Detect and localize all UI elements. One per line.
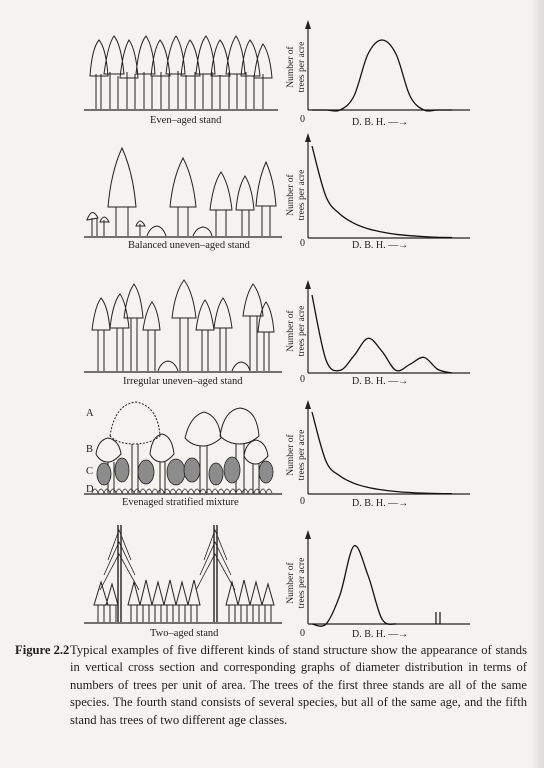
- even-aged-curve: [311, 39, 452, 112]
- stand-label: Even–aged stand: [150, 115, 222, 126]
- panel-balanced: Balanced uneven–aged stand Number of tree…: [0, 132, 544, 262]
- stand-label: Balanced uneven–aged stand: [128, 240, 250, 251]
- figure-label: Figure 2.2: [15, 643, 70, 657]
- stand-label: Two–aged stand: [150, 628, 219, 639]
- axis-origin: 0: [300, 628, 305, 639]
- stratified-layer-d-shrubs: [91, 488, 273, 495]
- stratified-layer-c-trees: [96, 456, 274, 486]
- figure-caption-text: Typical examples of five different kinds…: [70, 643, 527, 727]
- y-axis-label: Number of trees per acre: [286, 429, 307, 481]
- axis-origin: 0: [300, 238, 305, 249]
- panel-balanced-art: [84, 133, 470, 239]
- stratified-curve: [311, 411, 453, 495]
- x-axis-label: D. B. H. —→: [352, 117, 409, 128]
- stratified-y-arrow: [305, 400, 311, 409]
- two-aged-trees: [84, 525, 282, 624]
- figure-caption: Figure 2.2 Typical examples of five diff…: [15, 642, 527, 729]
- balanced-trees: [84, 146, 282, 238]
- panel-irregular: Irregular uneven–aged stand Number of tre…: [0, 270, 544, 398]
- y-axis-label: Number of trees per acre: [286, 305, 307, 357]
- layer-label-d: D: [86, 484, 94, 495]
- panel-two-aged: Two–aged stand Number of trees per acre 0…: [0, 520, 544, 640]
- x-axis-label: D. B. H. —→: [352, 629, 409, 640]
- axis-origin: 0: [300, 496, 305, 507]
- panel-stratified-art: [84, 400, 470, 495]
- layer-label-a: A: [86, 408, 94, 419]
- x-axis-label: D. B. H. —→: [352, 240, 409, 251]
- balanced-curve: [311, 145, 453, 239]
- two-aged-y-arrow: [305, 530, 311, 539]
- panel-even-aged: Even–aged stand Number of trees per acre …: [0, 14, 544, 132]
- balanced-y-arrow: [305, 133, 311, 142]
- irregular-trees: [84, 279, 282, 373]
- axis-origin: 0: [300, 114, 305, 125]
- y-axis-label: Number of trees per acre: [286, 169, 307, 221]
- irregular-curve: [311, 294, 453, 374]
- even-aged-trees: [84, 35, 278, 111]
- panel-irregular-art: [84, 279, 470, 374]
- stand-label: Evenaged stratified mixture: [122, 497, 239, 508]
- x-axis-label: D. B. H. —→: [352, 498, 409, 509]
- page-edge-shadow: [530, 0, 544, 768]
- layer-label-b: B: [86, 444, 94, 455]
- layer-label-c: C: [86, 466, 94, 477]
- panel-even-aged-art: [84, 20, 470, 112]
- two-aged-old-trees-bars: [435, 612, 441, 624]
- panel-stratified: A B C D Evenaged stratified mixture Numb…: [0, 398, 544, 516]
- irregular-y-arrow: [305, 280, 311, 289]
- axis-origin: 0: [300, 374, 305, 385]
- y-axis-label: Number of trees per acre: [286, 41, 307, 93]
- x-axis-label: D. B. H. —→: [352, 376, 409, 387]
- stand-label: Irregular uneven–aged stand: [123, 376, 243, 387]
- even-aged-y-arrow: [305, 20, 311, 29]
- two-aged-curve: [311, 545, 397, 627]
- panel-two-aged-art: [84, 525, 470, 627]
- y-axis-label: Number of trees per acre: [286, 557, 307, 609]
